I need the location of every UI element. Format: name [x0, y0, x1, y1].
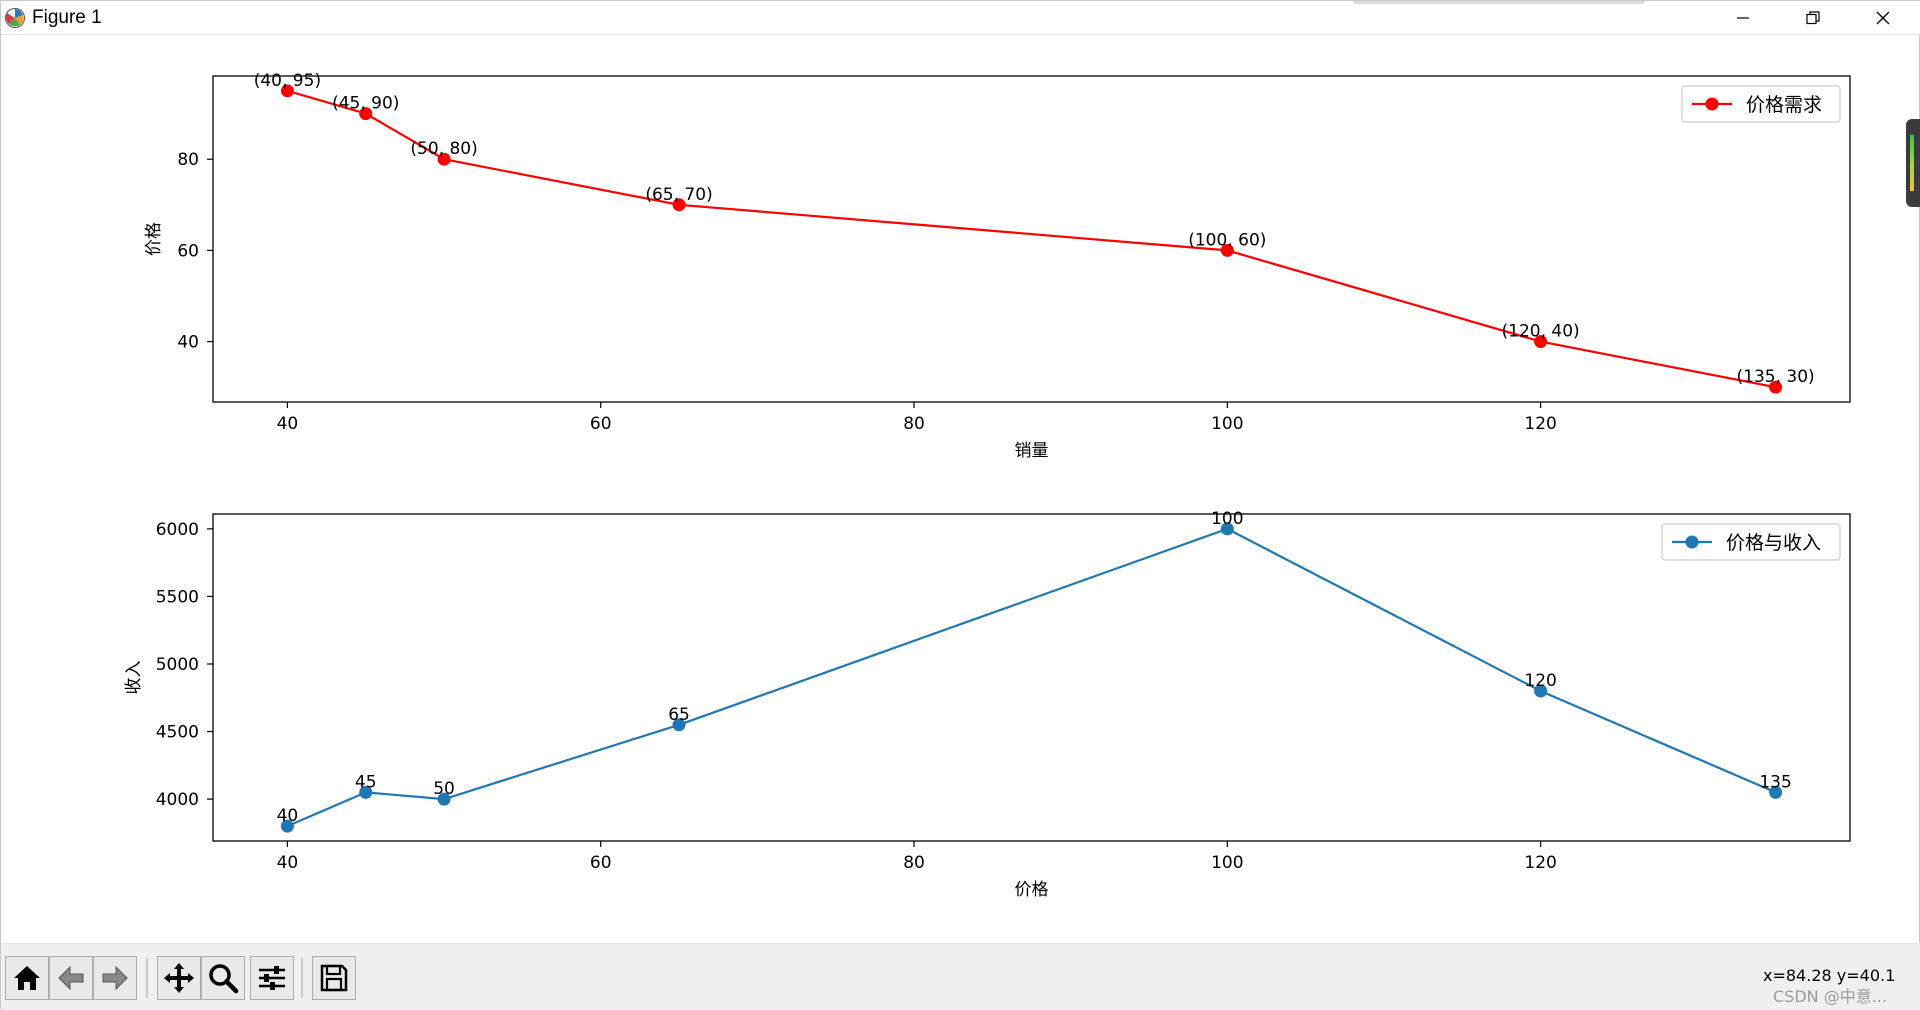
side-monitor-tab[interactable]: [1906, 119, 1920, 207]
y-tick-label: 80: [177, 150, 199, 170]
data-label: 40: [277, 806, 299, 826]
subplot-2: 40 60 80 100 120 4000 4500 5000 5500 6000 价格 收入 40 45…: [124, 509, 1851, 900]
y-tick-label: 60: [177, 241, 199, 261]
minimize-button[interactable]: [1711, 1, 1775, 35]
legend-label: 价格与收入: [1726, 532, 1821, 554]
title-bar[interactable]: Figure 1: [1, 1, 1920, 35]
data-label: (45, 90): [332, 94, 399, 114]
floppy-disk-icon: [320, 964, 348, 992]
forward-button[interactable]: [93, 956, 137, 1000]
save-button[interactable]: [312, 956, 356, 1000]
x-tick-label: 100: [1211, 853, 1243, 873]
data-point: [1769, 380, 1783, 394]
data-label: (40, 95): [254, 71, 321, 91]
x-tick-label: 40: [277, 853, 299, 873]
navigation-toolbar: x=84.28 y=40.1 CSDN @中意...: [1, 943, 1920, 1010]
y-tick-label: 6000: [156, 520, 199, 540]
data-label: 135: [1759, 772, 1791, 792]
matplotlib-figure-icon: [5, 8, 25, 28]
data-label: 65: [668, 705, 690, 725]
toolbar-separator: [301, 958, 303, 998]
data-label: 120: [1524, 671, 1556, 691]
x-tick-label: 60: [590, 414, 612, 434]
data-point: [280, 819, 294, 833]
minimize-icon: [1737, 17, 1749, 19]
y-tick-label: 40: [177, 333, 199, 353]
x-axis-label: 价格: [1015, 880, 1049, 900]
axes-frame: [212, 75, 1851, 403]
restore-button[interactable]: [1781, 1, 1845, 35]
magnifier-icon: [209, 964, 239, 994]
data-point: [1534, 684, 1548, 698]
close-icon: [1876, 11, 1890, 25]
data-label: 50: [433, 779, 455, 799]
data-point: [437, 792, 451, 806]
x-axis-label: 销量: [1015, 441, 1049, 461]
data-point: [359, 107, 373, 121]
watermark: CSDN @中意...: [1773, 987, 1887, 1006]
data-label: (120, 40): [1502, 322, 1580, 342]
configure-subplots-button[interactable]: [250, 956, 294, 1000]
y-tick-label: 5000: [156, 655, 199, 675]
data-point: [672, 718, 686, 732]
data-label: (65, 70): [645, 185, 712, 205]
series-line: [287, 89, 1776, 389]
zoom-button[interactable]: [201, 956, 245, 1000]
data-label: (135, 30): [1737, 367, 1815, 387]
toolbar-separator: [146, 958, 148, 998]
back-button[interactable]: [49, 956, 93, 1000]
data-point: [359, 785, 373, 799]
level-bars: [1910, 135, 1914, 191]
data-point: [280, 84, 294, 98]
data-point: [672, 198, 686, 212]
figure-canvas[interactable]: 40 60 80 100 120 40 60 80 销量 价格 (40, 95) (45, 90) (5…: [2, 36, 1919, 942]
y-axis-label: 收入: [124, 661, 144, 695]
data-point: [1769, 785, 1783, 799]
subplot-1: 40 60 80 100 120 40 60 80 销量 价格 (40, 95) (45, 90) (5…: [144, 71, 1851, 461]
data-point: [1220, 522, 1234, 536]
legend-marker: [1705, 97, 1719, 111]
y-tick-label: 5500: [156, 587, 199, 607]
data-point: [1534, 335, 1548, 349]
data-point: [437, 152, 451, 166]
arrow-left-icon: [58, 965, 84, 991]
legend-box: [1681, 85, 1841, 123]
x-tick-label: 80: [903, 853, 925, 873]
legend-box: [1661, 523, 1841, 561]
data-label: 45: [355, 772, 377, 792]
home-button[interactable]: [5, 956, 49, 1000]
home-icon: [14, 966, 40, 990]
data-label: (100, 60): [1188, 230, 1266, 250]
sliders-icon: [259, 966, 285, 990]
legend-marker: [1685, 535, 1699, 549]
x-tick-label: 60: [590, 853, 612, 873]
x-tick-label: 80: [903, 414, 925, 434]
move-arrows-icon: [164, 963, 194, 993]
restore-icon: [1806, 11, 1820, 25]
close-button[interactable]: [1851, 1, 1915, 35]
y-tick-label: 4000: [156, 790, 199, 810]
x-tick-label: 120: [1524, 853, 1556, 873]
overlay-edge: [1353, 1, 1645, 4]
window-title: Figure 1: [32, 7, 102, 28]
x-tick-label: 120: [1524, 414, 1556, 434]
data-label: (50, 80): [410, 139, 477, 159]
x-tick-label: 40: [277, 414, 299, 434]
data-label: 100: [1211, 509, 1243, 529]
axes-frame: [212, 513, 1851, 842]
x-tick-label: 100: [1211, 414, 1243, 434]
arrow-right-icon: [102, 965, 128, 991]
data-point: [1220, 243, 1234, 257]
y-axis-label: 价格: [144, 222, 164, 256]
pan-button[interactable]: [157, 956, 201, 1000]
y-tick-label: 4500: [156, 723, 199, 743]
legend-label: 价格需求: [1746, 94, 1822, 116]
cursor-coordinates: x=84.28 y=40.1: [1763, 966, 1896, 985]
